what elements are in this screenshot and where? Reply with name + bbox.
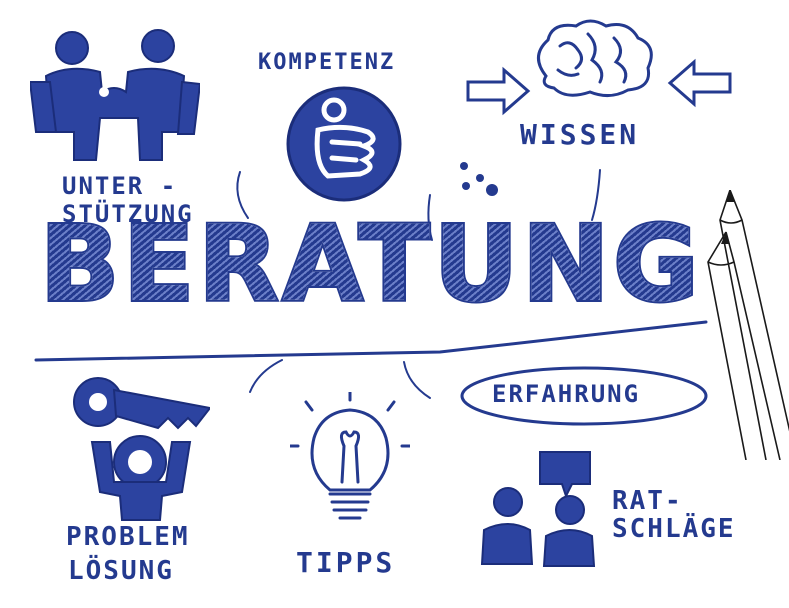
pencils-icon (707, 190, 789, 460)
label-tipps: TIPPS (296, 546, 396, 579)
label-unterstuetzung-line1: UNTER - (62, 172, 178, 200)
brain-icon (537, 19, 653, 97)
arrow-left-icon (667, 58, 732, 108)
key-icon (73, 377, 210, 521)
label-erfahrung: ERFAHRUNG (492, 380, 641, 408)
speech-bubble-people-icon (480, 451, 596, 567)
light-bulb-icon (290, 392, 410, 520)
label-kompetenz: KOMPETENZ (258, 50, 396, 75)
puzzle-handshake-icon (30, 29, 200, 161)
decorative-dots (460, 162, 498, 196)
label-ratschlaege-line2: SCHLÄGE (612, 514, 736, 544)
title-outline: BERATUNG (38, 210, 703, 318)
arrow-right-icon (466, 66, 531, 116)
label-wissen: WISSEN (520, 118, 640, 151)
label-ratschlaege-line1: RAT- (612, 486, 683, 516)
erfahrung-ellipse (460, 366, 708, 426)
thumbs-up-icon (286, 86, 402, 202)
label-problem-line2: LÖSUNG (68, 556, 174, 586)
label-problem-line1: PROBLEM (66, 522, 190, 552)
label-unterstuetzung-line2: STÜTZUNG (62, 200, 194, 228)
page-title: BERATUNG (40, 203, 703, 325)
